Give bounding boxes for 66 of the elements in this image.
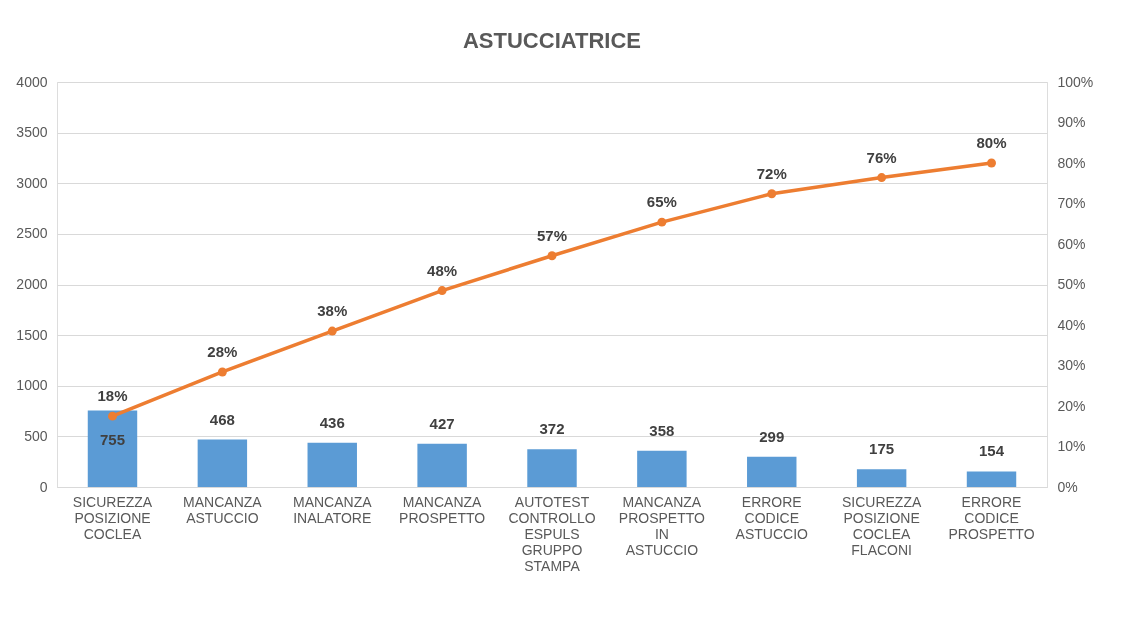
- data-label: 468: [209, 410, 235, 428]
- data-label: 48%: [427, 261, 458, 279]
- y2-tick-label: 90%: [1057, 114, 1086, 130]
- data-label: 755: [99, 430, 125, 448]
- data-label: 72%: [756, 164, 787, 182]
- point: [217, 367, 227, 377]
- bar: [307, 442, 357, 487]
- x-tick-label: SICUREZZA POSIZIONE COCLEA FLACONI: [841, 493, 922, 558]
- y-tick-label: 4000: [16, 73, 48, 90]
- point: [327, 326, 337, 336]
- y2-tick-label: 100%: [1057, 73, 1094, 90]
- bar: [87, 410, 138, 487]
- data-label: 427: [429, 414, 455, 432]
- data-label: 57%: [536, 226, 568, 244]
- y2-tick-label: 50%: [1057, 276, 1086, 292]
- y-tick-label: 0: [39, 478, 48, 495]
- x-tick-label: MANCANZA PROSPETTO IN ASTUCCIO: [618, 493, 706, 558]
- point: [767, 189, 777, 199]
- bar: [966, 471, 1017, 487]
- point: [877, 173, 887, 183]
- bar: [637, 450, 687, 487]
- x-tick-label: ERRORE CODICE ASTUCCIO: [735, 493, 809, 542]
- data-label: 18%: [97, 387, 128, 405]
- point: [108, 411, 117, 421]
- y2-tick-label: 60%: [1057, 235, 1086, 252]
- bar: [417, 443, 467, 487]
- data-label: 436: [319, 413, 345, 431]
- x-tick-label: AUTOTEST CONTROLLO ESPULS GRUPPO STAMPA: [508, 493, 596, 574]
- point: [987, 158, 996, 168]
- data-label: 76%: [866, 148, 897, 166]
- data-label: 175: [869, 440, 895, 458]
- bar: [747, 456, 797, 487]
- y2-tick-label: 10%: [1057, 438, 1086, 454]
- y2-tick-label: 40%: [1057, 316, 1086, 333]
- bar: [197, 439, 248, 487]
- y-tick-label: 3000: [16, 174, 48, 191]
- y-tick-label: 500: [24, 427, 48, 444]
- y-tick-label: 2000: [16, 276, 48, 292]
- y-tick-label: 3500: [16, 124, 48, 141]
- x-tick-label: MANCANZA PROSPETTO: [399, 493, 486, 526]
- x-tick-label: MANCANZA ASTUCCIO: [183, 493, 263, 526]
- data-label: 358: [649, 421, 675, 439]
- y2-tick-label: 70%: [1057, 195, 1086, 211]
- bar: [527, 449, 577, 487]
- y2-tick-label: 30%: [1057, 357, 1086, 373]
- chart-title: ASTUCCIATRICE: [462, 28, 642, 53]
- data-label: 65%: [646, 193, 677, 211]
- point: [657, 217, 667, 227]
- data-label: 154: [979, 442, 1005, 460]
- y-tick-label: 1500: [16, 326, 48, 343]
- data-label: 372: [539, 420, 565, 438]
- point: [437, 286, 447, 296]
- y2-tick-label: 80%: [1057, 154, 1086, 171]
- data-label: 80%: [976, 134, 1007, 151]
- y2-tick-label: 20%: [1057, 397, 1086, 414]
- y-tick-label: 1000: [16, 377, 48, 394]
- data-label: 28%: [207, 342, 238, 360]
- point: [547, 251, 557, 261]
- data-label: 38%: [317, 302, 348, 320]
- x-tick-label: ERRORE CODICE PROSPETTO: [948, 493, 1035, 542]
- y-tick-label: 2500: [16, 225, 48, 242]
- y2-tick-label: 0%: [1057, 478, 1078, 495]
- bar: [856, 469, 907, 487]
- data-label: 299: [759, 427, 785, 445]
- x-tick-label: SICUREZZA POSIZIONE COCLEA: [72, 493, 153, 542]
- x-tick-label: MANCANZA INALATORE: [292, 493, 373, 526]
